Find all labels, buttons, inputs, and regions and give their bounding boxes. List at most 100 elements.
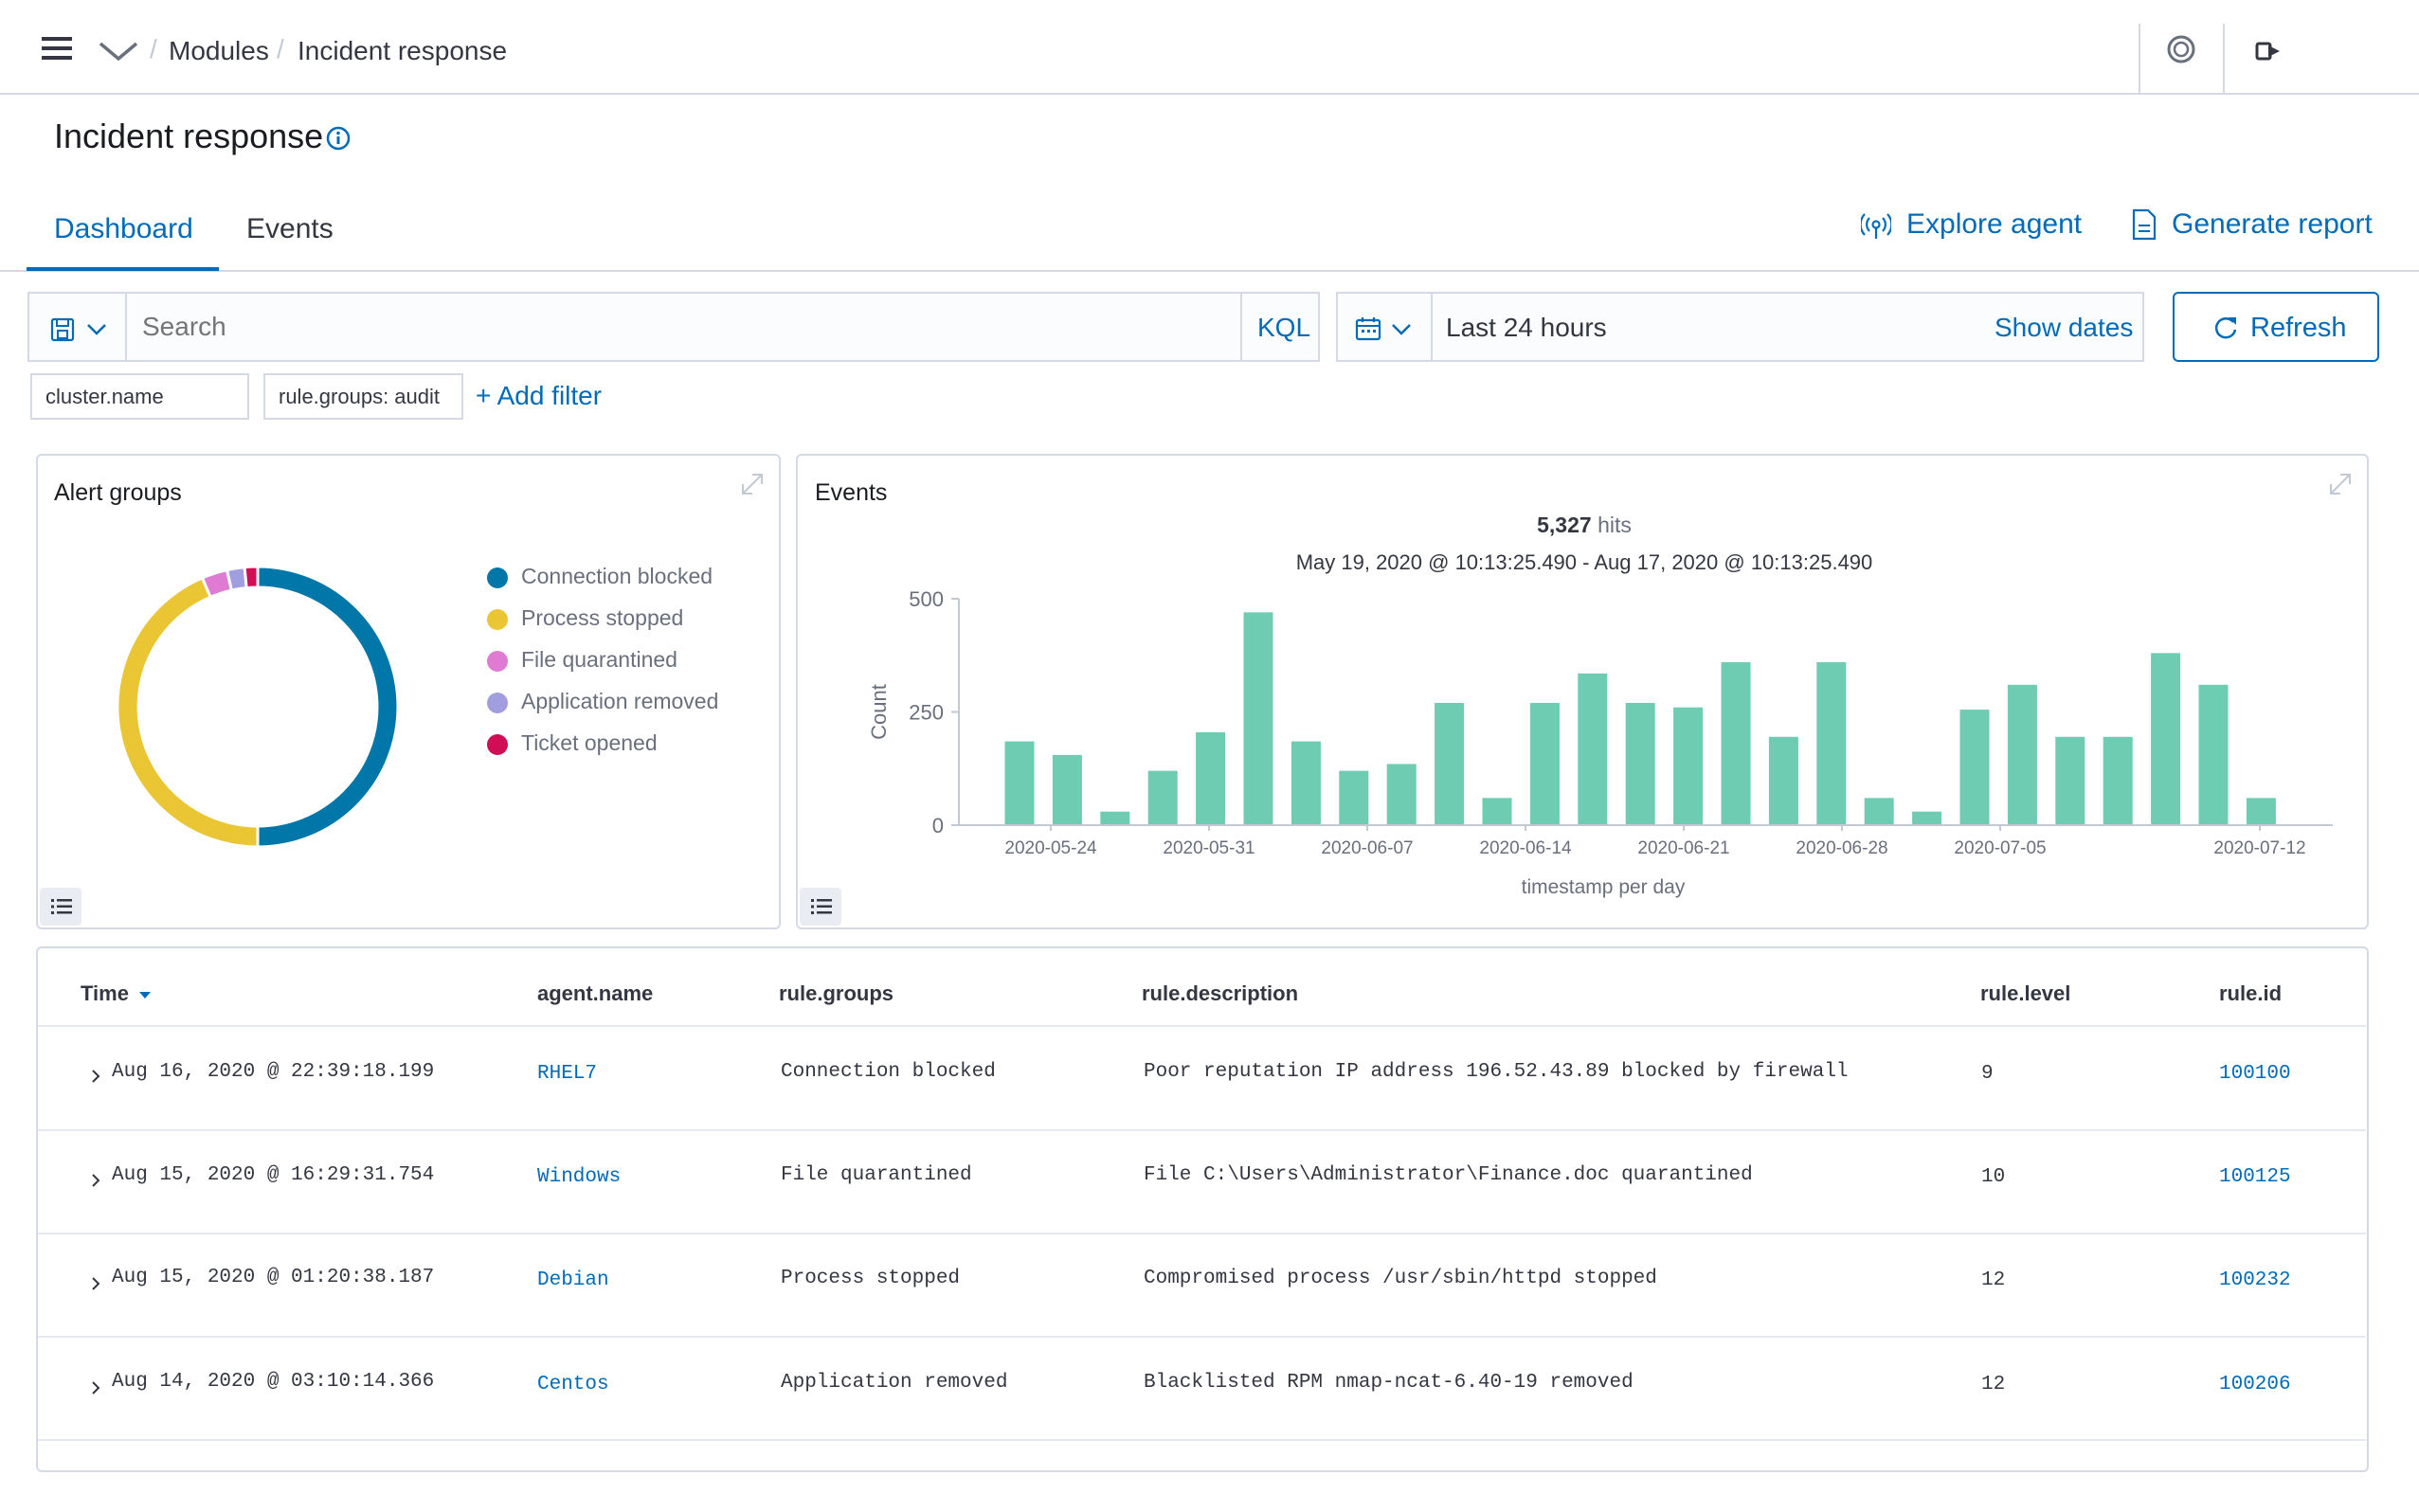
column-header-agent-name[interactable]: agent.name	[537, 981, 654, 1005]
chart-bar[interactable]	[2246, 798, 2276, 825]
expand-row-icon[interactable]	[91, 1380, 100, 1395]
legend-item[interactable]: Application removed	[487, 689, 718, 730]
donut-slice-process-stopped[interactable]	[116, 576, 260, 849]
cell-rule-level: 9	[1981, 1063, 1994, 1085]
column-header-rule-level[interactable]: rule.level	[1980, 981, 2071, 1005]
cell-rule-level: 12	[1981, 1374, 2006, 1395]
quick-select-button[interactable]	[1338, 294, 1433, 360]
row-divider	[38, 1233, 2366, 1234]
chart-bar[interactable]	[1959, 710, 1990, 825]
column-header-rule-groups[interactable]: rule.groups	[779, 981, 894, 1005]
chart-bar[interactable]	[2055, 736, 2085, 825]
chart-bar[interactable]	[1816, 661, 1847, 825]
legend-toggle-button[interactable]	[800, 888, 841, 926]
chart-bar[interactable]	[1864, 798, 1894, 825]
tab-events[interactable]: Events	[246, 213, 334, 244]
search-input[interactable]	[140, 307, 1262, 347]
chart-bar[interactable]	[1052, 754, 1082, 825]
cell-rule-id-link[interactable]: 100100	[2219, 1063, 2291, 1085]
column-header-label: Time	[81, 981, 129, 1005]
chart-bar[interactable]	[1196, 732, 1226, 825]
saved-query-button[interactable]	[29, 294, 127, 360]
chart-bar[interactable]	[1243, 612, 1273, 825]
donut-slice-ticket-opened[interactable]	[243, 565, 260, 590]
chart-bar[interactable]	[1482, 798, 1512, 825]
add-filter-button[interactable]: + Add filter	[476, 381, 603, 410]
time-range-label[interactable]: Last 24 hours	[1446, 313, 1607, 342]
cell-agent-link[interactable]: Centos	[537, 1374, 609, 1395]
chart-bar[interactable]	[1625, 702, 1655, 825]
hamburger-icon[interactable]	[42, 36, 74, 61]
chart-bar[interactable]	[1529, 702, 1560, 825]
chart-bar[interactable]	[1291, 741, 1321, 825]
legend-item[interactable]: Process stopped	[487, 605, 718, 647]
chart-bar[interactable]	[1435, 702, 1465, 825]
legend-item[interactable]: Ticket opened	[487, 730, 718, 772]
chart-bar[interactable]	[1721, 661, 1751, 825]
cell-agent-link[interactable]: Debian	[537, 1269, 609, 1291]
cell-rule-id-link[interactable]: 100125	[2219, 1166, 2291, 1188]
expand-icon[interactable]	[739, 471, 766, 497]
filter-pill[interactable]: rule.groups: audit	[263, 373, 463, 420]
table-row[interactable]: Aug 15, 2020 @ 16:29:31.754 Windows File…	[38, 1131, 2366, 1233]
cell-rule-id-link[interactable]: 100232	[2219, 1269, 2291, 1291]
x-tick-label: 2020-06-28	[1796, 838, 1887, 858]
panel-title: Events	[815, 479, 888, 506]
help-icon[interactable]	[2166, 34, 2196, 64]
expand-row-icon[interactable]	[91, 1069, 100, 1084]
expand-row-icon[interactable]	[91, 1173, 100, 1188]
chart-bar[interactable]	[1912, 811, 1942, 825]
table-row[interactable]: Aug 16, 2020 @ 22:39:18.199 RHEL7 Connec…	[38, 1027, 2366, 1129]
legend-item[interactable]: File quarantined	[487, 647, 718, 689]
y-tick-label: 250	[909, 701, 944, 725]
panel-title: Alert groups	[54, 479, 182, 506]
cell-rule-id-link[interactable]: 100206	[2219, 1374, 2291, 1395]
chart-bar[interactable]	[1578, 673, 1608, 825]
save-icon	[50, 317, 75, 342]
cell-agent-link[interactable]: Windows	[537, 1166, 622, 1188]
events-bar-chart: 500 250 0 Count 2020-05-24 2020-05-31 2020-06…	[867, 587, 2333, 898]
breadcrumb-modules[interactable]: Modules	[169, 36, 269, 65]
explore-agent-label: Explore agent	[1906, 208, 2083, 240]
column-header-rule-id[interactable]: rule.id	[2219, 981, 2283, 1005]
expand-icon[interactable]	[2327, 471, 2354, 497]
tab-dashboard[interactable]: Dashboard	[54, 213, 193, 244]
tab-active-indicator	[27, 267, 219, 271]
cell-rule-group: File quarantined	[781, 1164, 972, 1186]
cell-agent-link[interactable]: RHEL7	[537, 1063, 598, 1085]
column-header-time[interactable]: Time	[81, 981, 152, 1006]
chart-bar[interactable]	[1100, 811, 1130, 825]
donut-slice-connection-blocked[interactable]	[256, 565, 400, 849]
events-panel: Events 5,327 hits May 19, 2020 @ 10:13:2…	[796, 454, 2369, 929]
info-icon[interactable]	[326, 126, 351, 151]
show-dates-link[interactable]: Show dates	[1995, 313, 2134, 342]
chart-bar[interactable]	[2198, 684, 2229, 825]
table-row[interactable]: Aug 14, 2020 @ 03:10:14.366 Centos Appli…	[38, 1338, 2366, 1440]
column-header-rule-description[interactable]: rule.description	[1142, 981, 1299, 1005]
chart-bar[interactable]	[1673, 707, 1704, 825]
query-language-button[interactable]: KQL	[1240, 294, 1320, 360]
chart-bar[interactable]	[1768, 736, 1798, 825]
legend-label: Connection blocked	[521, 564, 713, 588]
legend-toggle-button[interactable]	[40, 888, 81, 926]
legend-swatch	[487, 567, 508, 588]
table-row[interactable]: Aug 15, 2020 @ 01:20:38.187 Debian Proce…	[38, 1234, 2366, 1337]
expand-row-icon[interactable]	[91, 1276, 100, 1291]
refresh-button[interactable]: Refresh	[2173, 292, 2379, 362]
chevron-down-icon[interactable]	[99, 41, 138, 62]
page-title: Incident response	[54, 117, 323, 156]
legend-item[interactable]: Connection blocked	[487, 564, 718, 605]
chart-bar[interactable]	[1386, 764, 1417, 825]
logout-icon[interactable]	[2255, 40, 2284, 63]
row-divider	[38, 1439, 2366, 1441]
chart-bar[interactable]	[2103, 736, 2133, 825]
chart-legend: Connection blocked Process stopped File …	[487, 564, 718, 772]
chart-bar[interactable]	[2151, 653, 2181, 825]
legend-label: File quarantined	[521, 647, 677, 672]
chart-bar[interactable]	[1004, 741, 1035, 825]
filter-pill[interactable]: cluster.name	[30, 373, 249, 420]
alert-groups-panel: Alert groups Connection blocked Process …	[36, 454, 781, 929]
chart-bar[interactable]	[1339, 770, 1369, 825]
chart-bar[interactable]	[1147, 770, 1178, 825]
chart-bar[interactable]	[2007, 684, 2037, 825]
